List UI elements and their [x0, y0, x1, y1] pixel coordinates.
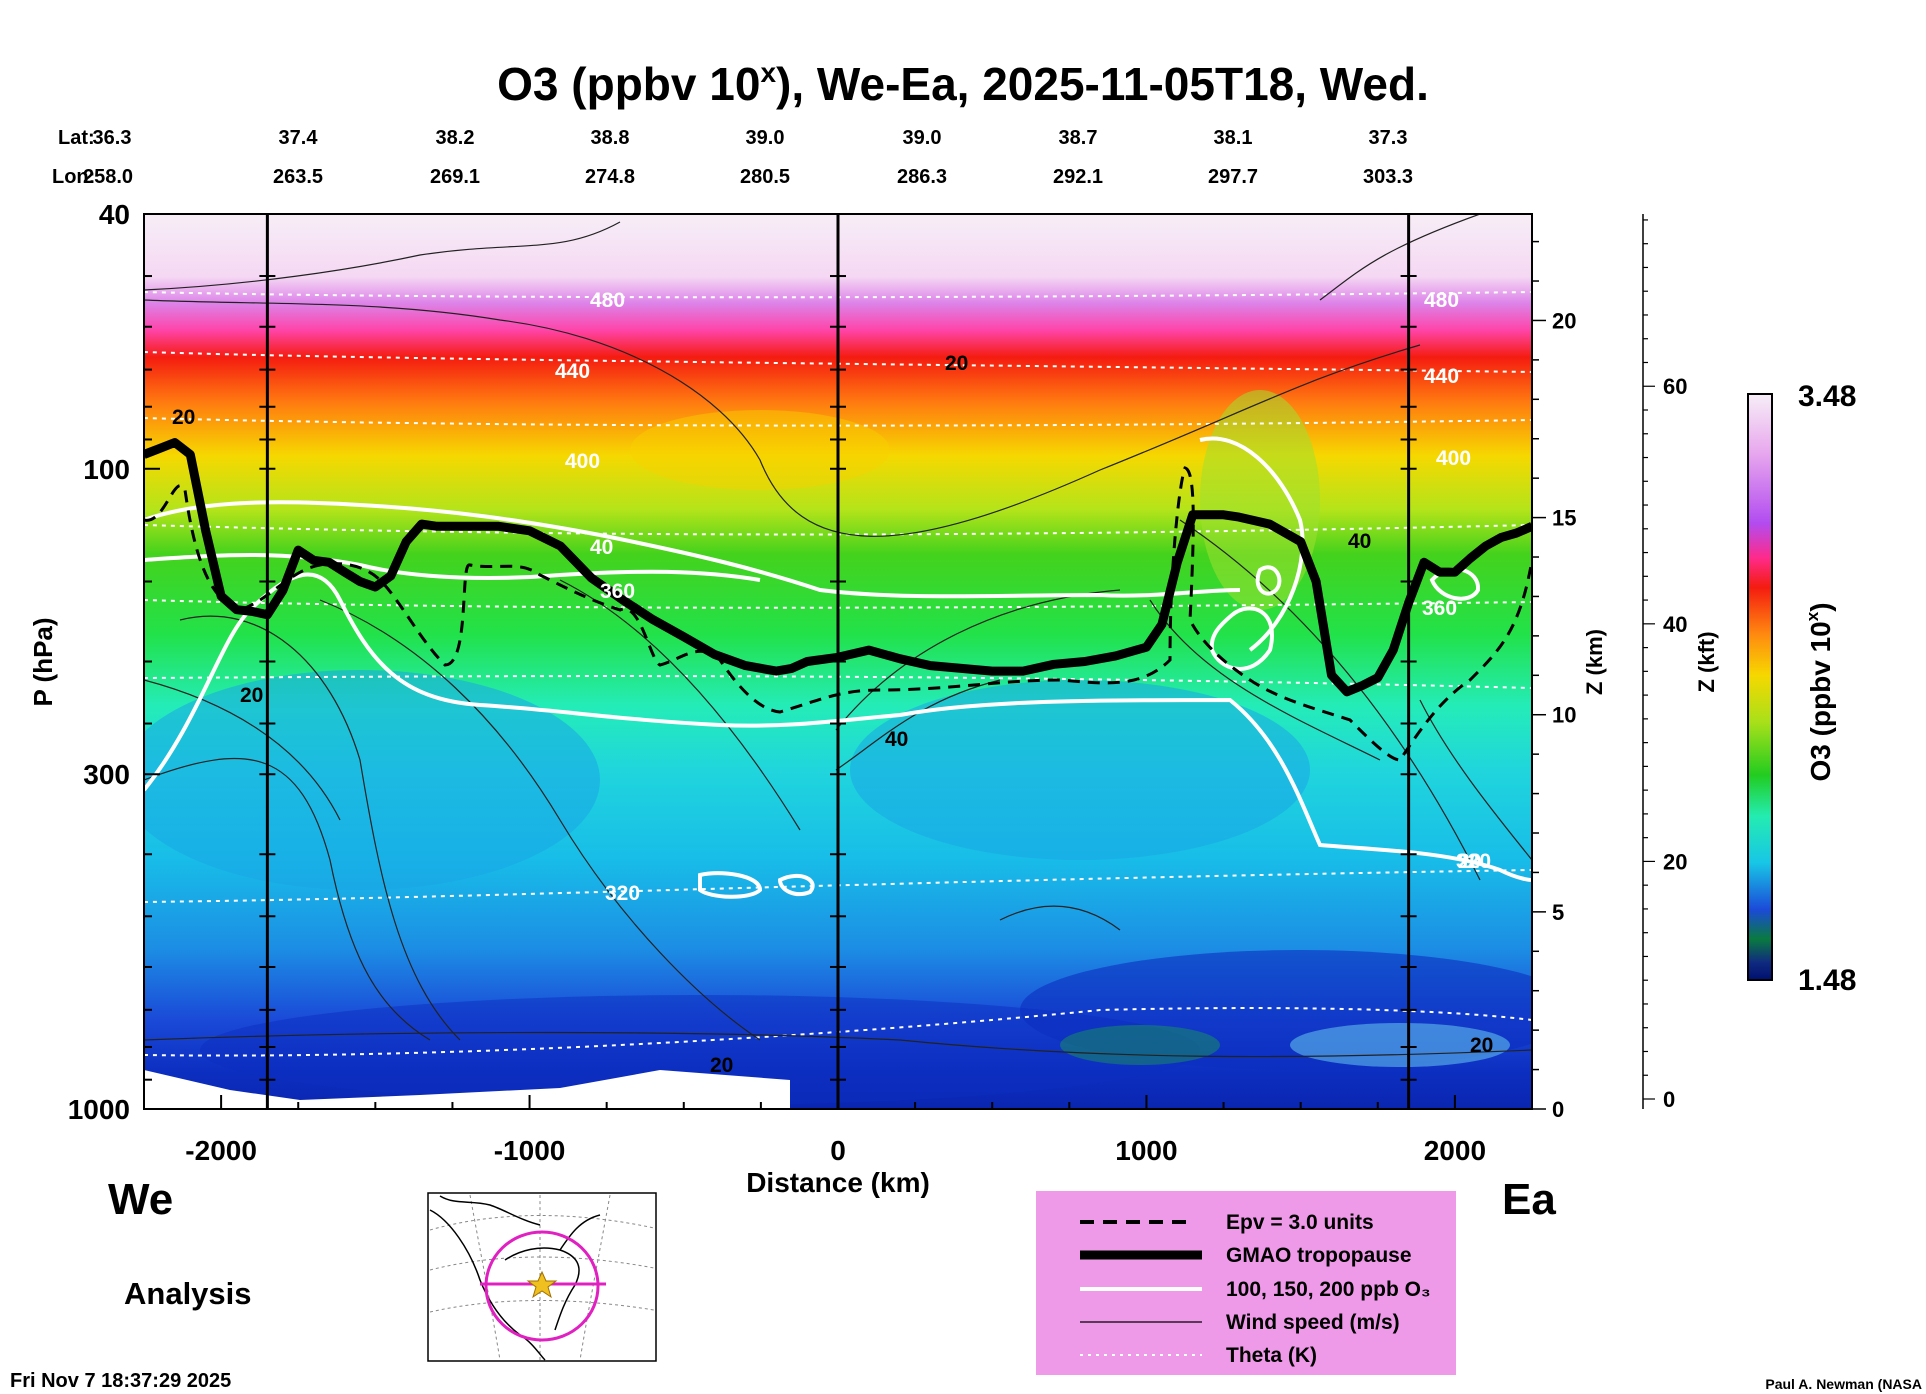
wind-label-20-f: 20 — [1458, 850, 1481, 873]
z-km-tick-label: 10 — [1552, 703, 1576, 728]
chart-title: O3 (ppbv 10x), We-Ea, 2025-11-05T18, Wed… — [497, 57, 1429, 110]
x-tick-label: -2000 — [185, 1135, 257, 1166]
z-km-axis-label: Z (km) — [1582, 629, 1607, 695]
lon-row-label: Lon: — [52, 166, 95, 188]
map-center-star-icon — [526, 1270, 558, 1299]
z-km-axis: 0 5 10 15 20 — [1532, 240, 1576, 1122]
p-tick-label: 40 — [99, 199, 130, 230]
y-axis-label: P (hPa) — [28, 617, 58, 706]
colorbar-max-label: 3.48 — [1798, 380, 1856, 413]
x-tick-label: -1000 — [494, 1135, 566, 1166]
x-tick-label: 2000 — [1424, 1135, 1486, 1166]
epv-contour — [144, 466, 1532, 762]
lat-value: 37.3 — [1369, 127, 1408, 149]
lon-value: 286.3 — [897, 166, 947, 188]
z-kft-tick-label: 20 — [1663, 849, 1687, 874]
lat-row-label: Lat: — [58, 127, 95, 149]
east-label: Ea — [1502, 1175, 1556, 1224]
z-kft-axis: 0 20 40 60 — [1642, 214, 1687, 1112]
legend-label-tropopause: GMAO tropopause — [1226, 1244, 1412, 1267]
theta-label-400-right: 400 — [1436, 447, 1471, 470]
colorbar-min-label: 1.48 — [1798, 964, 1856, 997]
p-tick-label: 1000 — [68, 1094, 130, 1125]
ozone-ppb-contours — [144, 436, 1532, 899]
gmao-tropopause-line — [144, 438, 1532, 697]
west-label: We — [108, 1175, 173, 1224]
x-axis: -2000 -1000 0 1000 2000 — [185, 1095, 1486, 1166]
pressure-axis: 40 100 300 1000 — [68, 199, 160, 1125]
theta-label-440: 440 — [555, 360, 590, 383]
theta-label-480: 480 — [590, 289, 625, 312]
lon-value: 274.8 — [585, 166, 635, 188]
lat-value: 38.7 — [1059, 127, 1098, 149]
colorbar-label: O3 (ppbv 10x) — [1803, 602, 1836, 781]
theta-label-480-right: 480 — [1424, 289, 1459, 312]
z-km-tick-label: 15 — [1552, 506, 1576, 531]
legend-label-epv: Epv = 3.0 units — [1226, 1211, 1374, 1234]
lon-value: 297.7 — [1208, 166, 1258, 188]
x-tick-label: 1000 — [1115, 1135, 1177, 1166]
legend-label-wind: Wind speed (m/s) — [1226, 1311, 1400, 1334]
lat-value: 37.4 — [279, 127, 319, 149]
legend-label-ozone: 100, 150, 200 ppb O₃ — [1226, 1278, 1431, 1301]
tropopause-group — [144, 438, 1532, 697]
theta-label-360-right: 360 — [1422, 597, 1457, 620]
wind-label-40-c: 40 — [1348, 530, 1371, 553]
timestamp: Fri Nov 7 18:37:29 2025 — [10, 1370, 231, 1392]
z-km-tick-label: 5 — [1552, 900, 1564, 925]
wind-label-20-e: 20 — [1470, 1034, 1493, 1057]
z-km-tick-label: 20 — [1552, 308, 1576, 333]
theta-label-360: 360 — [600, 580, 635, 603]
lat-value: 38.8 — [591, 127, 630, 149]
p-tick-label: 100 — [83, 454, 130, 485]
map-range-circle — [484, 1230, 600, 1342]
x-axis-label: Distance (km) — [746, 1167, 930, 1198]
lat-lon-labels: 36.3 37.4 38.2 38.8 39.0 39.0 38.7 38.1 37.3 258.… — [83, 127, 1413, 188]
inset-map — [427, 1192, 657, 1362]
legend-label-theta: Theta (K) — [1226, 1344, 1317, 1367]
theta-label-320: 320 — [605, 882, 640, 905]
p-tick-label: 300 — [83, 759, 130, 790]
wind-label-40-a: 40 — [590, 536, 613, 559]
wind-label-40-b: 40 — [885, 728, 908, 751]
lat-value: 38.1 — [1214, 127, 1253, 149]
wind-label-20-c: 20 — [710, 1054, 733, 1077]
contour-labels: 20 20 20 20 20 40 40 40 20 320 360 400 4… — [172, 289, 1493, 1077]
lon-value: 280.5 — [740, 166, 790, 188]
vertical-reference-lines — [259, 213, 1417, 1110]
theta-label-320-right: 320 — [1456, 850, 1491, 873]
lat-value: 39.0 — [746, 127, 785, 149]
wind-label-20-a: 20 — [172, 406, 195, 429]
wind-label-20-b: 20 — [240, 684, 263, 707]
analysis-label: Analysis — [124, 1276, 252, 1311]
theta-label-400: 400 — [565, 450, 600, 473]
lat-value: 38.2 — [436, 127, 475, 149]
lon-value: 269.1 — [430, 166, 480, 188]
theta-label-440-right: 440 — [1424, 365, 1459, 388]
lon-value: 292.1 — [1053, 166, 1103, 188]
z-kft-axis-label: Z (kft) — [1694, 631, 1719, 692]
colorbar — [1747, 393, 1773, 981]
lon-value: 263.5 — [273, 166, 323, 188]
lat-value: 39.0 — [903, 127, 942, 149]
z-kft-tick-label: 0 — [1663, 1087, 1675, 1112]
wind-label-20-d: 20 — [945, 352, 968, 375]
lon-value: 303.3 — [1363, 166, 1413, 188]
lon-value: 258.0 — [83, 166, 133, 188]
lat-value: 36.3 — [93, 127, 132, 149]
credit: Paul A. Newman (NASA — [1765, 1376, 1922, 1392]
x-tick-label: 0 — [830, 1135, 846, 1166]
legend: Epv = 3.0 units GMAO tropopause 100, 150… — [1036, 1191, 1456, 1375]
z-kft-tick-label: 60 — [1663, 374, 1687, 399]
z-km-tick-label: 0 — [1552, 1097, 1564, 1122]
ozone-field-features — [144, 390, 1532, 1109]
z-kft-tick-label: 40 — [1663, 612, 1687, 637]
